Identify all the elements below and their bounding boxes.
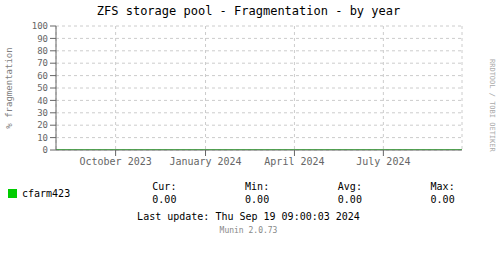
html-text:Last update: Thu Sep 19 09:00:: Last update: Thu Sep 19 09:00:03 2024 bbox=[137, 211, 360, 222]
svg-text:30: 30 bbox=[37, 108, 48, 118]
html-text:cfarm423: cfarm423 bbox=[22, 187, 71, 199]
html-text:Munin 2.0.73: Munin 2.0.73 bbox=[219, 226, 278, 235]
svg-text:% fragmentation: % fragmentation bbox=[8, 47, 14, 128]
html-text:0.00: 0.00 bbox=[430, 194, 455, 205]
svg-text:January 2024: January 2024 bbox=[169, 156, 241, 167]
svg-text:80: 80 bbox=[37, 46, 48, 56]
svg-text:20: 20 bbox=[37, 120, 48, 130]
html-text:Avg:: Avg: bbox=[337, 181, 362, 192]
svg-text:July 2024: July 2024 bbox=[356, 156, 410, 167]
html-text:0.00: 0.00 bbox=[245, 194, 270, 205]
svg-text:70: 70 bbox=[37, 58, 48, 68]
html-text:0.00: 0.00 bbox=[152, 194, 177, 205]
html-text:Min:: Min: bbox=[245, 181, 270, 192]
svg-text:100: 100 bbox=[32, 21, 48, 31]
svg-text:40: 40 bbox=[37, 96, 48, 106]
html-text:Cur:: Cur: bbox=[152, 181, 177, 192]
html-text:Max:: Max: bbox=[430, 181, 455, 192]
svg-text:60: 60 bbox=[37, 71, 48, 81]
svg-text:April 2024: April 2024 bbox=[264, 156, 324, 167]
svg-text:50: 50 bbox=[37, 83, 48, 93]
svg-text:0: 0 bbox=[43, 145, 48, 155]
svg-text:10: 10 bbox=[37, 133, 48, 143]
html-text:RRDTOOL / TOBI OETIKER: RRDTOOL / TOBI OETIKER bbox=[488, 58, 496, 152]
html-text:0.00: 0.00 bbox=[337, 194, 362, 205]
svg-text:90: 90 bbox=[37, 34, 48, 44]
svg-text:October 2023: October 2023 bbox=[79, 156, 151, 167]
html-text:ZFS storage pool - Fragmentati: ZFS storage pool - Fragmentation - by ye… bbox=[96, 4, 401, 18]
